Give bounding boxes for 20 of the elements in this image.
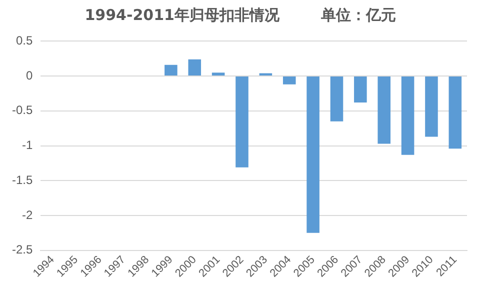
bar: [378, 76, 390, 144]
bar: [330, 76, 344, 122]
bar: [354, 76, 367, 103]
bar: [164, 64, 178, 76]
y-tick-label: -1.5: [12, 172, 33, 187]
bar: [448, 76, 462, 149]
bar: [212, 72, 225, 76]
y-tick-label: -2: [22, 208, 33, 222]
bar: [425, 76, 438, 137]
bar: [282, 76, 296, 84]
bar: [306, 76, 320, 233]
chart-title: 1994-2011年归母扣非情况 单位：亿元: [84, 5, 398, 26]
y-tick-label: 0.5: [16, 34, 33, 48]
y-tick-label: -1: [22, 138, 33, 152]
y-tick-label: -2.5: [12, 242, 33, 257]
bar: [188, 59, 202, 76]
y-tick-label: -0.5: [12, 103, 33, 118]
bar: [401, 76, 414, 155]
y-tick-label: 0: [26, 68, 33, 82]
bar: [236, 76, 248, 168]
